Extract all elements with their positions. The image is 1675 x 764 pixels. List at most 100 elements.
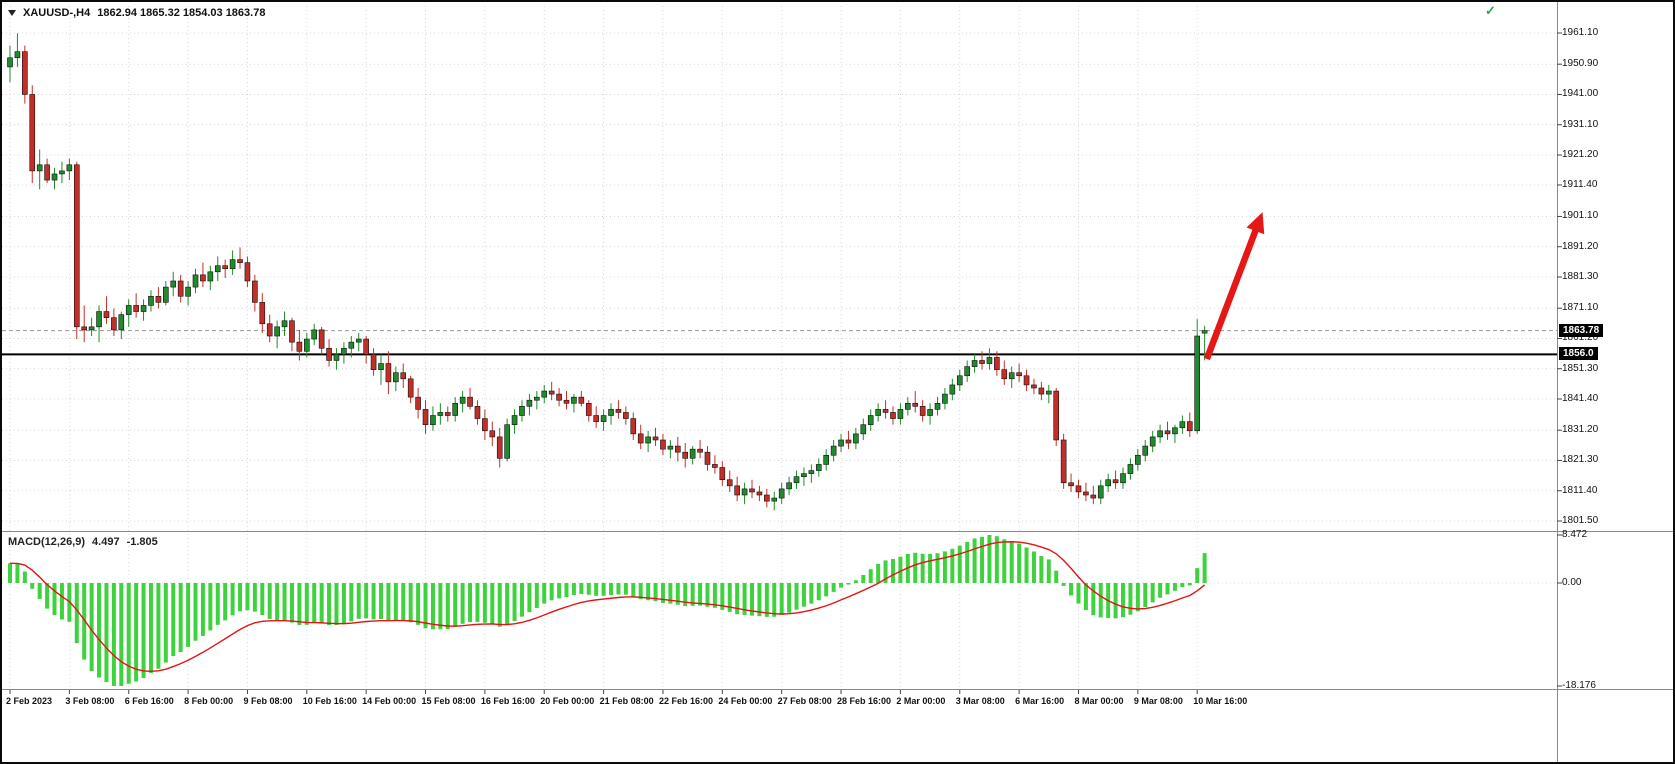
candle-body <box>882 409 889 413</box>
candle-body <box>118 314 125 331</box>
candle-body <box>994 357 1000 370</box>
candle-body <box>192 274 199 288</box>
candle-body <box>1127 464 1134 474</box>
candle-body <box>548 390 555 395</box>
time-tick-label: 20 Feb 00:00 <box>540 696 595 706</box>
candle-body <box>823 454 830 465</box>
candle-body <box>519 406 525 416</box>
time-tick-label: 27 Feb 08:00 <box>777 696 832 706</box>
price-tick-label: 1811.40 <box>1562 484 1598 496</box>
candle-body <box>459 396 466 404</box>
candle-body <box>444 412 451 416</box>
candle-body <box>875 409 881 416</box>
trend-arrow[interactable] <box>1203 212 1265 361</box>
candle-body <box>912 402 919 407</box>
candle-body <box>496 436 503 459</box>
candle-body <box>1149 436 1156 447</box>
candle-body <box>378 363 384 370</box>
candle-body <box>1164 430 1171 435</box>
candle-body <box>155 295 162 303</box>
candle-body <box>252 280 258 303</box>
time-tick-label: 9 Feb 08:00 <box>243 696 293 706</box>
candle-body <box>415 396 421 410</box>
candle-body <box>355 338 362 343</box>
price-tick-label: 1901.10 <box>1562 210 1599 222</box>
candle-body <box>1172 427 1178 435</box>
candle-body <box>1112 479 1119 484</box>
candle-body <box>571 396 577 404</box>
price-tick-label: 1821.30 <box>1562 454 1599 466</box>
candle-body <box>482 418 488 432</box>
candle-body <box>222 265 228 270</box>
candle-body <box>630 418 637 435</box>
macd-signal-value: -1.805 <box>126 536 158 548</box>
candle-body <box>229 259 236 270</box>
time-tick-label: 8 Mar 00:00 <box>1074 696 1124 706</box>
candle-body <box>81 326 87 331</box>
candle-body <box>1016 372 1022 377</box>
candle-body <box>1038 387 1045 395</box>
candle-body <box>1068 482 1074 487</box>
candle-body <box>73 164 80 328</box>
candle-body <box>1194 335 1200 432</box>
price-tick-label: 1841.40 <box>1562 393 1599 404</box>
candle-body <box>682 451 689 459</box>
candle-body <box>489 430 496 438</box>
candle-body <box>719 467 726 481</box>
price-tick-label: 1891.20 <box>1562 240 1599 252</box>
candle-body <box>504 424 510 459</box>
time-axis[interactable]: 2 Feb 2023 3 Feb 08:00 6 Feb 16:00 8 Feb 00… <box>2 690 1557 762</box>
candle-body <box>623 412 629 419</box>
price-tick-label: 1851.30 <box>1562 362 1599 374</box>
candle-body <box>615 409 622 413</box>
candle-body <box>942 393 948 404</box>
candle-body <box>645 436 651 444</box>
candle-body <box>853 433 859 444</box>
candle-body <box>370 354 377 370</box>
candle-body <box>563 399 570 404</box>
candle-body <box>326 347 332 361</box>
candle-body <box>771 497 778 502</box>
time-tick-label: 6 Mar 16:00 <box>1015 696 1065 706</box>
candle-body <box>140 305 147 312</box>
candle-body <box>793 476 800 484</box>
candle-body <box>185 286 191 297</box>
macd-scale-label: 8.472 <box>1562 529 1588 540</box>
time-tick-label: 10 Mar 16:00 <box>1193 696 1248 706</box>
candle-body <box>778 488 785 499</box>
candle-body <box>274 326 280 337</box>
candle-body <box>51 173 58 181</box>
time-tick-label: 16 Feb 16:00 <box>480 696 535 706</box>
candle-body <box>36 164 43 172</box>
candle-body <box>1097 485 1104 499</box>
candle-body <box>1023 375 1030 386</box>
candle-body <box>111 317 117 331</box>
candle-body <box>689 448 696 459</box>
candle-body <box>7 57 13 68</box>
candles-group <box>7 33 1208 511</box>
candle-body <box>266 323 273 337</box>
candle-body <box>905 402 911 410</box>
candle-body <box>934 402 941 410</box>
hline-price-badge: 1856.0 <box>1559 347 1598 361</box>
candle-body <box>712 464 718 468</box>
price-scale[interactable]: 1961.10 1950.90 1941.00 1931.10 1921.20 1911.… <box>1559 2 1673 762</box>
candle-body <box>59 170 65 175</box>
candle-body <box>14 51 21 59</box>
candle-body <box>214 265 221 273</box>
candle-body <box>534 396 540 401</box>
green-check-icon: ✓ <box>1485 3 1496 18</box>
price-tick-label: 1950.90 <box>1562 58 1599 70</box>
price-tick-label: 1941.00 <box>1562 88 1599 100</box>
time-tick-label: 3 Mar 08:00 <box>955 696 1005 706</box>
time-tick-label: 10 Feb 16:00 <box>302 696 357 706</box>
candle-body <box>608 409 614 416</box>
macd-scale-label: -18.176 <box>1562 680 1596 691</box>
candle-body <box>318 329 325 349</box>
candle-body <box>704 451 711 465</box>
candle-body <box>177 280 184 297</box>
candle-body <box>815 464 822 471</box>
candle-body <box>808 470 815 474</box>
